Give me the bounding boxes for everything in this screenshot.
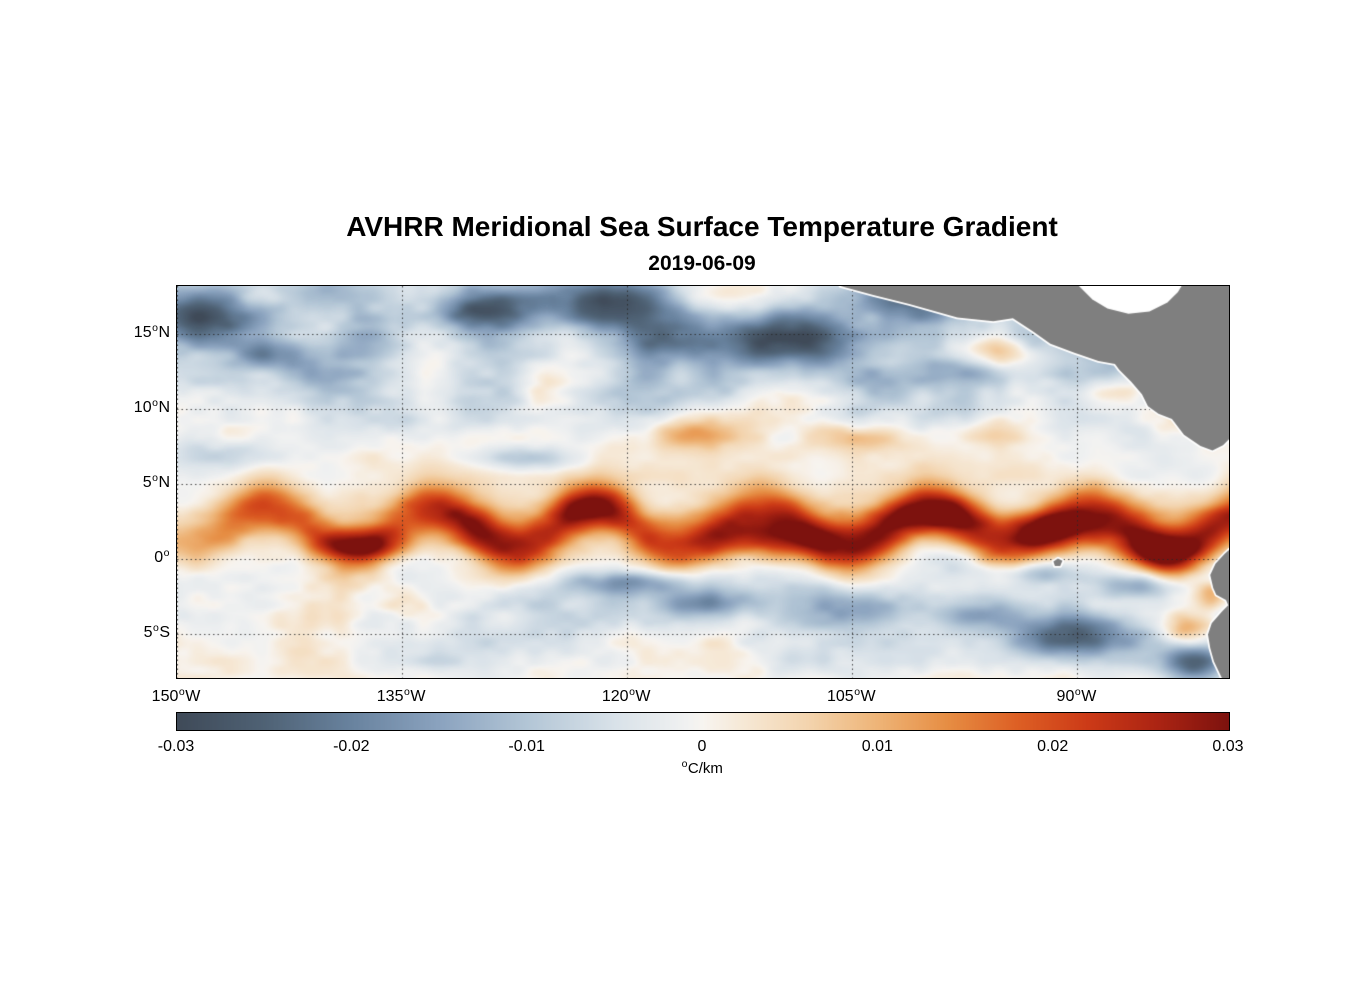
degree-symbol: o	[629, 686, 635, 698]
tick-value: 90	[1056, 688, 1075, 705]
lon-tick-label: 150oW	[130, 686, 222, 709]
units-text: C/km	[687, 760, 723, 777]
degree-symbol: o	[681, 758, 688, 770]
hemisphere-suffix: N	[158, 399, 170, 417]
chart-title: AVHRR Meridional Sea Surface Temperature…	[346, 211, 1058, 242]
chart-date-subtitle: 2019-06-09	[648, 252, 756, 275]
colorbar-tick-label: 0.02	[1037, 738, 1069, 755]
hemisphere-suffix: N	[158, 474, 170, 492]
tick-value: 10	[133, 399, 152, 417]
lon-tick-label: 105oW	[805, 686, 897, 709]
hemisphere-suffix: W	[410, 688, 426, 705]
tick-value: 0	[154, 549, 164, 567]
tick-value: 5	[143, 624, 153, 642]
lat-tick-label: 10oN	[98, 397, 170, 420]
lon-tick-label: 120oW	[580, 686, 672, 709]
colorbar-gradient	[177, 713, 1229, 730]
hemisphere-suffix: W	[1081, 688, 1097, 705]
tick-value: 150	[151, 688, 179, 705]
lat-tick-label: 0o	[98, 547, 170, 570]
sst-gradient-heatmap	[177, 286, 1229, 678]
lon-tick-label: 135oW	[355, 686, 447, 709]
degree-symbol: o	[178, 686, 185, 698]
colorbar-tick-label: -0.01	[508, 738, 545, 755]
colorbar-tick-label: 0	[697, 738, 707, 755]
colorbar-tick-label: -0.02	[333, 738, 370, 755]
colorbar-tick-label: -0.03	[157, 738, 195, 755]
degree-symbol: o	[163, 547, 170, 560]
colorbar-tick-label: 0.01	[861, 738, 893, 755]
tick-value: 120	[601, 688, 629, 705]
degree-symbol: o	[403, 686, 410, 698]
degree-symbol: o	[152, 622, 159, 635]
hemisphere-suffix: W	[860, 688, 876, 705]
degree-symbol: o	[152, 472, 158, 485]
degree-symbol: o	[1074, 686, 1081, 698]
degree-symbol: o	[152, 322, 158, 335]
hemisphere-suffix: N	[158, 324, 170, 342]
lon-tick-label: 90oW	[1030, 686, 1122, 709]
lat-tick-label: 15oN	[98, 322, 170, 345]
tick-value: 15	[133, 324, 152, 342]
tick-value: 5	[142, 474, 152, 492]
colorbar-units-label: oC/km	[176, 758, 1228, 777]
degree-symbol: o	[854, 686, 861, 698]
hemisphere-suffix: W	[185, 688, 201, 705]
map-axes	[176, 285, 1230, 679]
colorbar	[176, 712, 1230, 731]
colorbar-tick-label: 0.03	[1212, 738, 1244, 755]
tick-value: 135	[376, 688, 404, 705]
hemisphere-suffix: S	[159, 624, 170, 642]
degree-symbol: o	[152, 397, 158, 410]
tick-value: 105	[826, 688, 854, 705]
hemisphere-suffix: W	[635, 688, 651, 705]
lat-tick-label: 5oN	[98, 472, 170, 495]
lat-tick-label: 5oS	[98, 622, 170, 645]
